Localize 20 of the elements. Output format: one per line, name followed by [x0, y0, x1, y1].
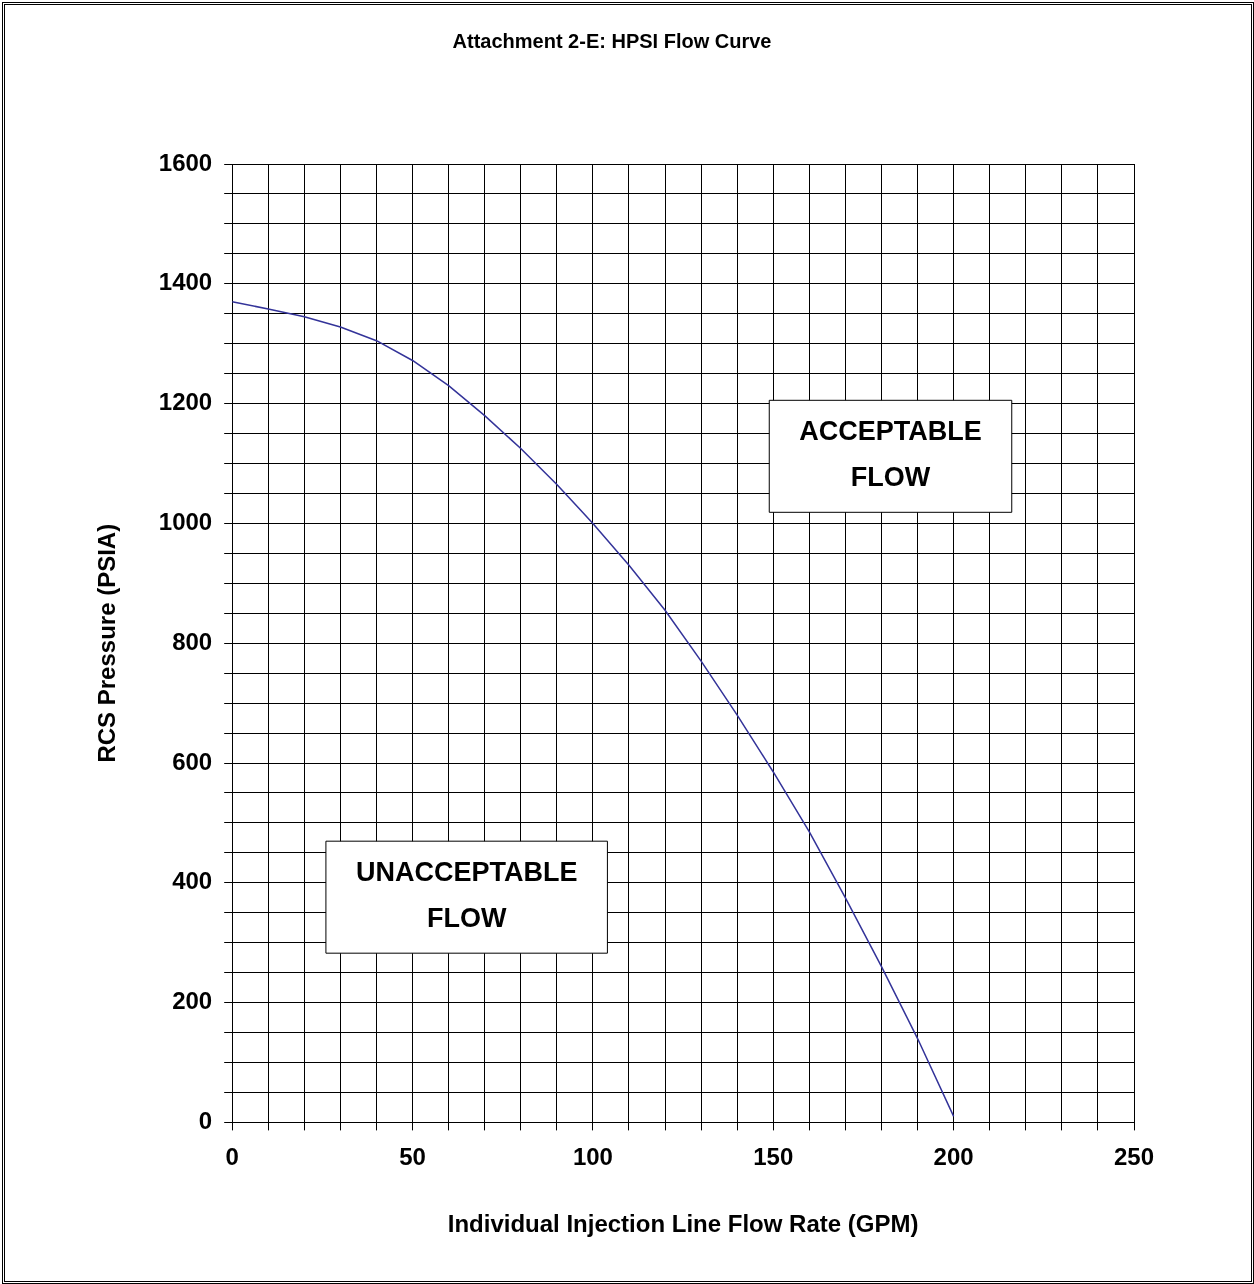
- y-axis-title: RCS Pressure (PSIA): [93, 523, 121, 763]
- y-tick-label: 0: [198, 1107, 213, 1135]
- y-tick-label: 800: [172, 627, 213, 655]
- y-tick-label: 200: [172, 987, 213, 1015]
- y-tick-label: 400: [172, 867, 213, 895]
- x-axis-title: Individual Injection Line Flow Rate (GPM): [447, 1210, 919, 1238]
- chart-title: Attachment 2-E: HPSI Flow Curve: [452, 29, 772, 52]
- x-tick-label: 0: [225, 1143, 239, 1171]
- y-tick-label: 1600: [158, 148, 213, 176]
- y-tick-label: 1400: [158, 268, 213, 296]
- y-tick-label: 1200: [158, 388, 213, 416]
- x-tick-label: 250: [1113, 1143, 1155, 1171]
- y-tick-label: 1000: [158, 508, 213, 536]
- x-tick-label: 100: [572, 1143, 613, 1171]
- annotation: UNACCEPTABLE FLOW: [355, 856, 578, 933]
- x-tick-label: 150: [753, 1143, 794, 1171]
- y-tick-label: 600: [172, 747, 213, 775]
- annotation: ACCEPTABLE FLOW: [799, 415, 982, 492]
- x-tick-label: 200: [933, 1143, 974, 1171]
- x-tick-label: 50: [399, 1143, 426, 1171]
